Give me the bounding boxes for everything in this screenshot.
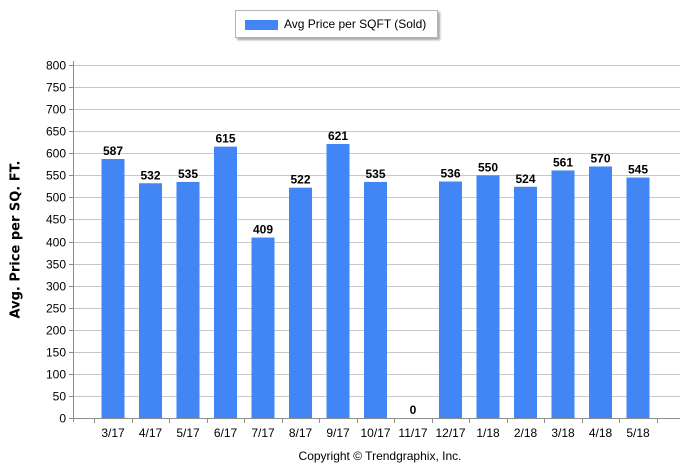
data-label: 570 [590,151,610,165]
y-tick-label: 800 [46,59,66,73]
data-label: 535 [178,167,198,181]
y-tick-label: 750 [46,81,66,95]
data-label: 550 [478,160,498,174]
y-tick-label: 0 [59,412,66,426]
data-label: 587 [103,144,123,158]
bar [514,186,537,418]
y-tick-label: 150 [46,346,66,360]
x-tick-label: 6/17 [214,426,238,440]
y-tick-label: 100 [46,368,66,382]
legend-swatch [245,20,278,30]
y-tick-label: 350 [46,258,66,272]
bar [101,158,125,418]
x-tick-label: 10/17 [360,426,390,440]
data-label: 545 [628,163,648,177]
copyright-text: Copyright © Trendgraphix, Inc. [298,449,462,463]
y-tick-label: 250 [46,302,66,316]
data-label: 532 [140,168,160,182]
x-tick-label: 5/17 [176,426,200,440]
y-tick-label: 600 [46,147,66,161]
bar [289,187,312,418]
data-label: 409 [253,223,273,237]
x-tick-label: 4/18 [589,426,613,440]
chart-legend: Avg Price per SQFT (Sold) [235,10,438,38]
data-label: 561 [553,155,573,169]
y-tick-label: 450 [46,213,66,227]
bar [589,166,612,418]
y-tick-label: 550 [46,169,66,183]
y-tick-label: 500 [46,191,66,205]
data-label: 615 [215,132,235,146]
bar [176,181,200,418]
x-tick-label: 2/18 [514,426,538,440]
x-tick-label: 4/17 [139,426,163,440]
bar [251,237,275,418]
y-tick-label: 400 [46,236,66,250]
x-tick-label: 7/17 [251,426,275,440]
x-tick-label: 5/18 [626,426,650,440]
y-tick-label: 200 [46,324,66,338]
bar [551,170,575,418]
x-tick-label: 1/18 [476,426,500,440]
x-tick-label: 12/17 [435,426,465,440]
data-label: 522 [290,173,310,187]
y-tick-label: 300 [46,280,66,294]
bar [626,177,650,418]
x-tick-label: 11/17 [398,426,427,440]
data-label: 621 [328,129,348,143]
y-tick-label: 700 [46,103,66,117]
x-tick-label: 9/17 [326,426,350,440]
data-label: 0 [410,403,417,417]
bar [364,181,387,418]
x-tick-label: 3/18 [551,426,575,440]
x-tick-label: 3/17 [101,426,125,440]
bar [214,146,237,418]
bar [439,181,462,418]
data-label: 535 [365,167,385,181]
data-label: 536 [440,166,460,180]
y-tick-label: 650 [46,125,66,139]
bar [326,143,350,418]
legend-label: Avg Price per SQFT (Sold) [284,17,427,31]
data-label: 524 [515,172,535,186]
x-tick-label: 8/17 [289,426,313,440]
bar [139,183,162,418]
bar [476,175,500,418]
y-tick-label: 50 [53,390,67,404]
